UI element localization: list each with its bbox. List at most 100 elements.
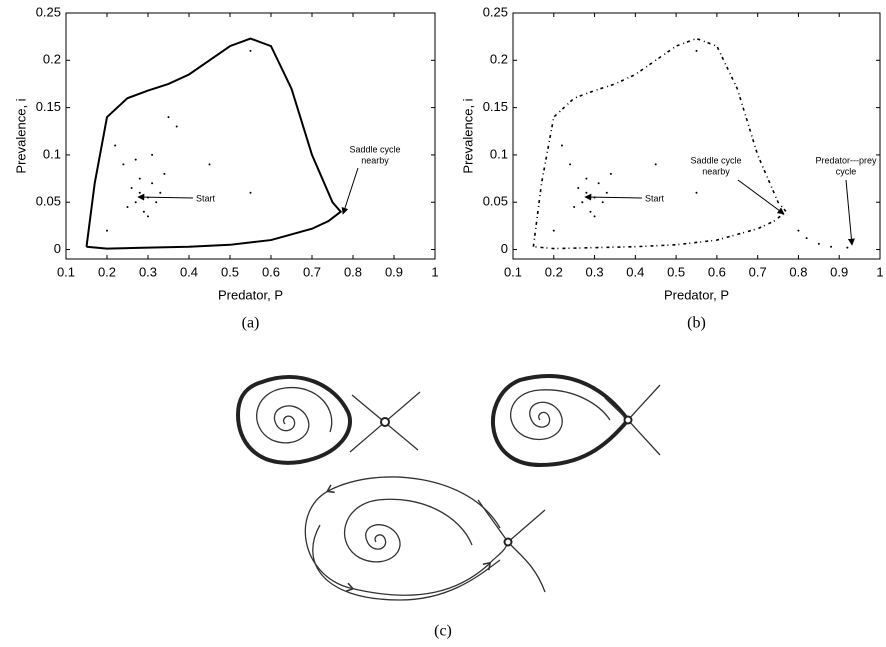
- y-tick-label: 0.05: [36, 194, 61, 209]
- x-tick-label: 0.4: [180, 264, 198, 279]
- point: [605, 191, 608, 194]
- x-tick-label: 1: [431, 264, 438, 279]
- arrow: [584, 193, 643, 201]
- annotations-a: Start Saddle cycle nearby: [137, 144, 401, 215]
- spiral: [509, 389, 611, 441]
- point: [114, 144, 117, 147]
- phase-diagram: (c): [235, 374, 661, 640]
- point: [585, 177, 588, 180]
- limit-cycle: [490, 374, 631, 468]
- plot-frame: [65, 12, 436, 260]
- annotation: nearby: [361, 155, 389, 165]
- y-tick-label: 0.15: [483, 99, 508, 114]
- point: [122, 163, 125, 166]
- point: [249, 49, 252, 52]
- saddle-point: [380, 417, 390, 427]
- x-tick-label: 0.1: [504, 264, 522, 279]
- point: [654, 163, 657, 166]
- y-tick-label: 0.15: [36, 99, 61, 114]
- point: [138, 191, 141, 194]
- x-tick-label: 0.6: [262, 264, 280, 279]
- point: [830, 245, 833, 248]
- arrow: [737, 179, 785, 215]
- point: [147, 215, 149, 218]
- point: [151, 182, 154, 185]
- point: [175, 125, 178, 128]
- annotation: Predator---prey: [815, 155, 877, 165]
- point: [601, 201, 604, 204]
- point: [797, 229, 800, 232]
- point: [155, 201, 158, 204]
- x-tick-label: 0.8: [344, 264, 362, 279]
- saddle-point: [623, 415, 633, 425]
- point: [569, 163, 572, 166]
- y-tick-label: 0.2: [490, 52, 508, 67]
- x-tick-label: 0.9: [385, 264, 403, 279]
- y-tick-label: 0.25: [36, 4, 61, 19]
- arrow: [845, 179, 855, 246]
- point: [134, 158, 137, 161]
- point: [846, 246, 849, 249]
- point: [695, 191, 698, 194]
- x-tick-label: 0.4: [626, 264, 644, 279]
- y-tick-label: 0.2: [43, 52, 61, 67]
- x-tick-label: 0.3: [586, 264, 604, 279]
- trajectory: [85, 37, 343, 250]
- point: [138, 177, 141, 180]
- spiral: [256, 387, 333, 444]
- x-tick-label: 0.6: [708, 264, 726, 279]
- x-axis-label: Predator, P: [218, 287, 283, 302]
- point: [695, 49, 698, 52]
- point: [134, 201, 137, 204]
- y-tick-label: 0.05: [483, 194, 508, 209]
- spiral: [344, 498, 473, 563]
- x-tick-label: 0.7: [749, 264, 767, 279]
- x-tick-label: 0.1: [57, 264, 75, 279]
- caption: (b): [687, 315, 706, 332]
- point: [589, 210, 592, 213]
- arrow: [137, 193, 194, 201]
- point: [126, 205, 129, 208]
- annotation: Start: [196, 193, 216, 203]
- y-tick-label: 0: [501, 241, 508, 256]
- caption: (c): [434, 623, 452, 640]
- point: [817, 242, 820, 245]
- point: [597, 182, 600, 185]
- y-tick-label: 0.25: [483, 4, 508, 19]
- point: [106, 229, 108, 232]
- point: [585, 191, 588, 194]
- point: [581, 201, 584, 204]
- x-tick-label: 0.5: [221, 264, 239, 279]
- y-tick-label: 0.1: [43, 146, 61, 161]
- saddle-point: [503, 537, 513, 547]
- annotation: cycle: [836, 166, 857, 176]
- trajectory: [532, 37, 788, 250]
- point: [552, 229, 555, 232]
- annotation: nearby: [702, 166, 730, 176]
- x-tick-label: 0.3: [139, 264, 157, 279]
- x-tick-label: 1: [876, 264, 883, 279]
- point: [130, 187, 133, 190]
- point: [577, 187, 580, 190]
- saddle: [604, 384, 661, 456]
- arrow: [341, 167, 359, 215]
- x-tick-label: 0.7: [303, 264, 321, 279]
- plot-frame: [512, 12, 881, 260]
- annotation: Saddle cycle: [690, 155, 741, 165]
- caption: (a): [242, 315, 260, 332]
- y-axis-label: Prevalence, i: [460, 98, 475, 173]
- x-axis-label: Predator, P: [664, 287, 729, 302]
- point: [560, 144, 563, 147]
- point: [142, 210, 145, 213]
- point: [208, 163, 211, 166]
- point: [151, 153, 154, 156]
- annotation: Saddle cycle: [349, 144, 400, 154]
- x-tick-label: 0.8: [789, 264, 807, 279]
- point: [249, 191, 252, 194]
- orbit: [304, 476, 509, 596]
- saddle: [312, 499, 546, 601]
- point: [593, 215, 596, 218]
- point: [163, 172, 166, 175]
- x-tick-label: 0.2: [98, 264, 116, 279]
